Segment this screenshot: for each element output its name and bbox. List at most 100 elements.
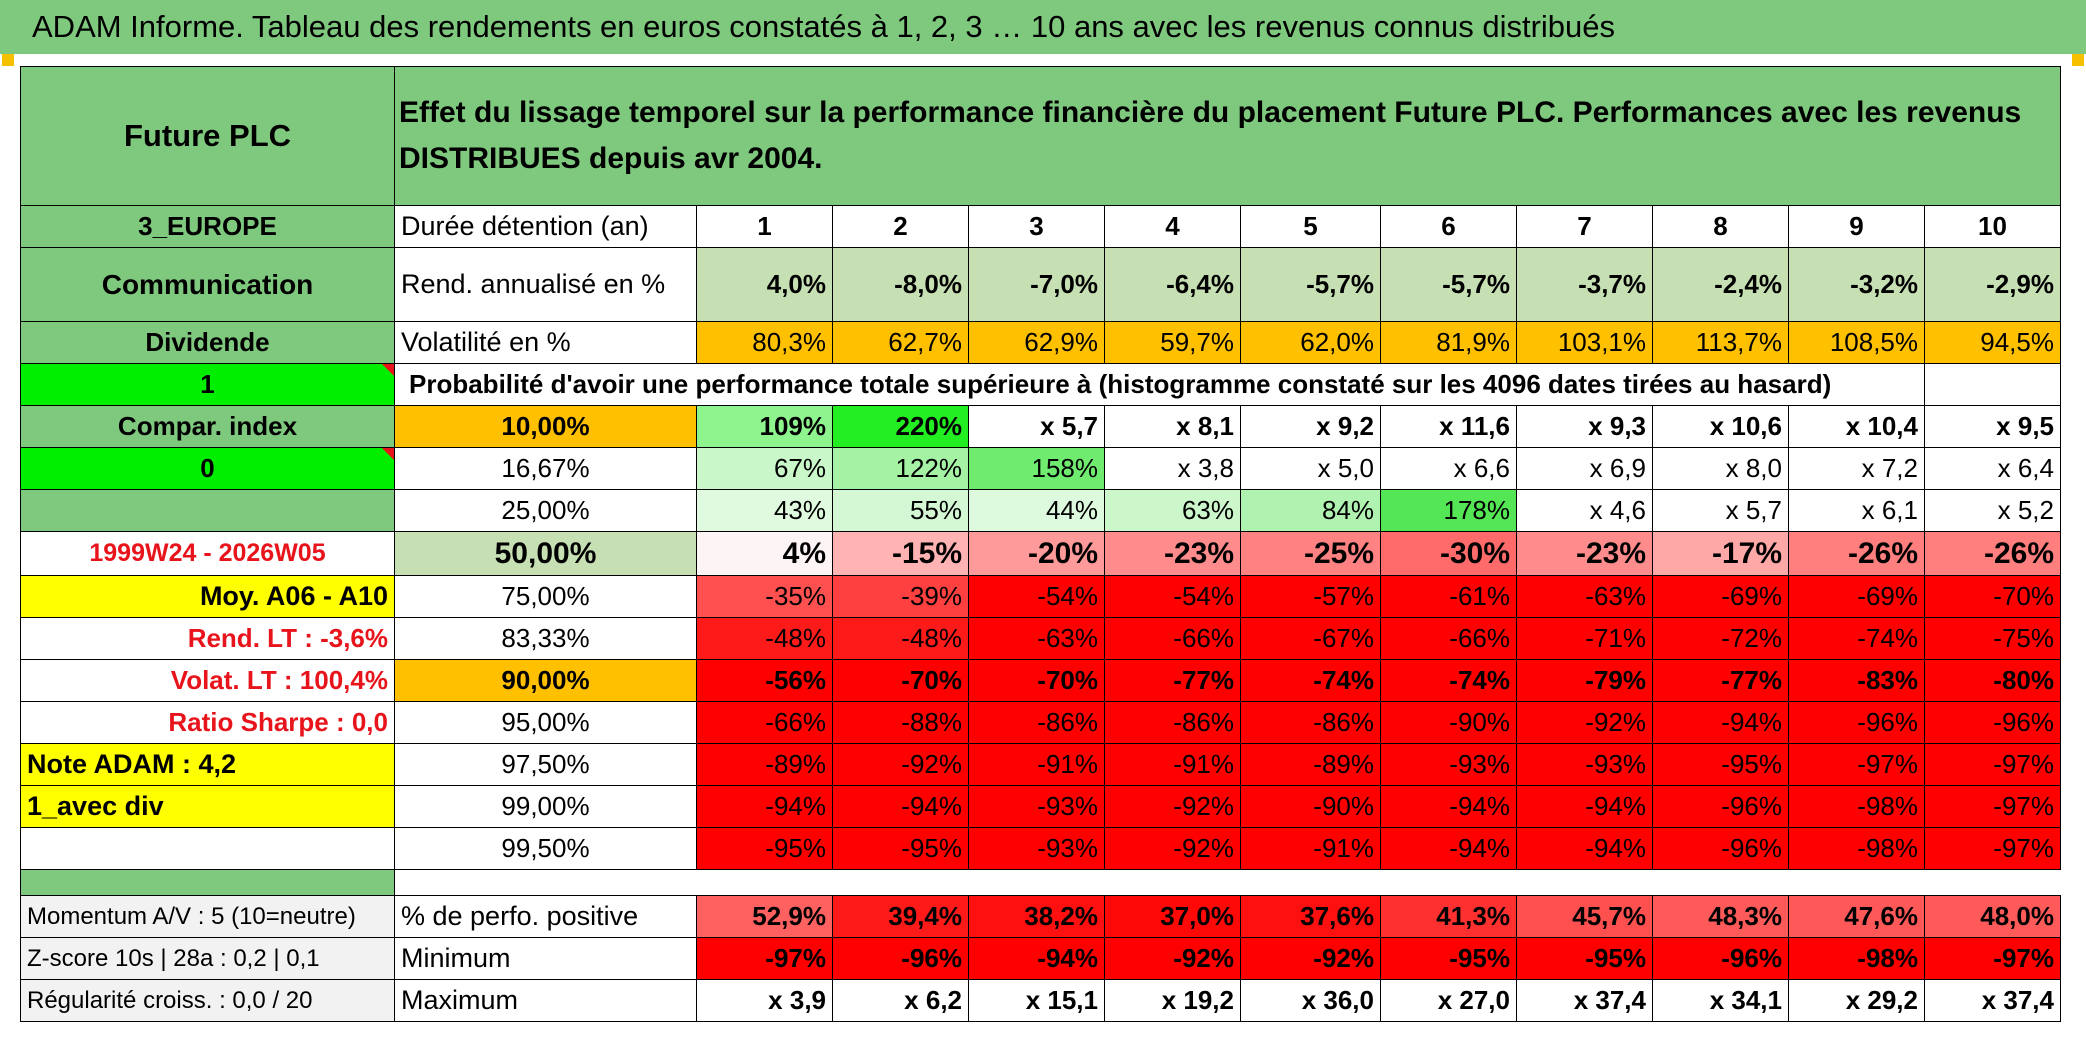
- threshold-cell: 25,00%: [394, 489, 697, 532]
- rend-cell: -8,0%: [832, 247, 969, 322]
- distribution-cell: -23%: [1104, 531, 1241, 576]
- distribution-cell: -90%: [1240, 785, 1381, 828]
- distribution-cell: -72%: [1652, 617, 1789, 660]
- side-info: Ratio Sharpe : 0,0: [20, 701, 395, 744]
- distribution-cell: -86%: [1104, 701, 1241, 744]
- rend-row: Communication Rend. annualisé en % 4,0% -…: [20, 247, 2061, 322]
- summary-cell: x 36,0: [1240, 979, 1381, 1022]
- summary-cell: x 29,2: [1788, 979, 1925, 1022]
- distribution-row: Compar. index 10,00% 109% 220% x 5,7 x 8,1 x 9…: [20, 405, 2061, 448]
- vol-cell: 103,1%: [1516, 321, 1653, 364]
- distribution-cell: -74%: [1380, 659, 1517, 702]
- distribution-cell: -75%: [1924, 617, 2061, 660]
- distribution-cell: -92%: [832, 743, 969, 786]
- vol-cell: 62,7%: [832, 321, 969, 364]
- year-header: 6: [1380, 205, 1517, 248]
- fund-name: Future PLC: [20, 66, 395, 206]
- corner-marker-right: [2072, 54, 2084, 66]
- distribution-cell: 55%: [832, 489, 969, 532]
- summary-cell: 48,3%: [1652, 895, 1789, 938]
- threshold-cell: 10,00%: [394, 405, 697, 448]
- distribution-cell: -69%: [1788, 575, 1925, 618]
- side-info: [20, 827, 395, 870]
- distribution-cell: 122%: [832, 447, 969, 490]
- distribution-cell: -56%: [696, 659, 833, 702]
- distribution-cell: -91%: [1240, 827, 1381, 870]
- summary-cell: 38,2%: [968, 895, 1105, 938]
- side-info: 0: [20, 447, 395, 490]
- distribution-cell: -96%: [1652, 785, 1789, 828]
- distribution-cell: -94%: [1380, 785, 1517, 828]
- distribution-cell: -95%: [696, 827, 833, 870]
- distribution-cell: -97%: [1924, 827, 2061, 870]
- rend-cell: -3,7%: [1516, 247, 1653, 322]
- distribution-cell: -89%: [1240, 743, 1381, 786]
- side-info: [20, 489, 395, 532]
- distribution-cell: -97%: [1788, 743, 1925, 786]
- side-info: Rend. LT : -3,6%: [20, 617, 395, 660]
- rend-cell: -5,7%: [1240, 247, 1381, 322]
- distribution-cell: -66%: [1104, 617, 1241, 660]
- distribution-cell: -96%: [1652, 827, 1789, 870]
- distribution-cell: -97%: [1924, 785, 2061, 828]
- threshold-cell: 99,50%: [394, 827, 697, 870]
- distribution-cell: 44%: [968, 489, 1105, 532]
- distribution-cell: x 10,6: [1652, 405, 1789, 448]
- distribution-row: Volat. LT : 100,4% 90,00% -56% -70% -70% -77%…: [20, 659, 2061, 702]
- distribution-cell: 178%: [1380, 489, 1517, 532]
- distribution-cell: x 9,2: [1240, 405, 1381, 448]
- distribution-cell: -54%: [968, 575, 1105, 618]
- spacer-row: [20, 869, 2061, 896]
- distribution-cell: x 5,7: [968, 405, 1105, 448]
- distribution-cell: -26%: [1788, 531, 1925, 576]
- distribution-cell: -93%: [968, 827, 1105, 870]
- summary-cell: 48,0%: [1924, 895, 2061, 938]
- vol-cell: 62,9%: [968, 321, 1105, 364]
- distribution-cell: -48%: [832, 617, 969, 660]
- distribution-cell: x 8,0: [1652, 447, 1789, 490]
- prob-row: 1 Probabilité d'avoir une performance to…: [20, 363, 2061, 406]
- dividend-value: 1: [20, 363, 395, 406]
- distribution-cell: -63%: [1516, 575, 1653, 618]
- header-description: Effet du lissage temporel sur la perform…: [394, 66, 2061, 206]
- summary-cell: x 15,1: [968, 979, 1105, 1022]
- side-info: 1999W24 - 2026W05: [20, 531, 395, 576]
- returns-table: Future PLC Effet du lissage temporel sur…: [20, 66, 2061, 1022]
- summary-row: Momentum A/V : 5 (10=neutre)% de perfo. …: [20, 895, 2061, 938]
- rend-cell: -5,7%: [1380, 247, 1517, 322]
- summary-cell: 47,6%: [1788, 895, 1925, 938]
- distribution-cell: -26%: [1924, 531, 2061, 576]
- distribution-cell: 158%: [968, 447, 1105, 490]
- distribution-cell: -77%: [1652, 659, 1789, 702]
- summary-side-label: Momentum A/V : 5 (10=neutre): [20, 895, 395, 938]
- prob-label: Probabilité d'avoir une performance tota…: [394, 363, 1925, 406]
- distribution-cell: x 10,4: [1788, 405, 1925, 448]
- distribution-cell: -94%: [1516, 785, 1653, 828]
- distribution-cell: x 9,3: [1516, 405, 1653, 448]
- year-header: 5: [1240, 205, 1381, 248]
- prob-empty: [1924, 363, 2061, 406]
- distribution-cell: 109%: [696, 405, 833, 448]
- rend-cell: -2,4%: [1652, 247, 1789, 322]
- spacer-green: [20, 869, 395, 896]
- distribution-cell: x 7,2: [1788, 447, 1925, 490]
- distribution-cell: -88%: [832, 701, 969, 744]
- distribution-cell: -93%: [1380, 743, 1517, 786]
- summary-cell: x 3,9: [696, 979, 833, 1022]
- vol-row: Dividende Volatilité en % 80,3% 62,7% 62,9…: [20, 321, 2061, 364]
- distribution-cell: 4%: [696, 531, 833, 576]
- rend-label: Rend. annualisé en %: [394, 247, 697, 322]
- summary-cell: 41,3%: [1380, 895, 1517, 938]
- summary-cell: -95%: [1380, 937, 1517, 980]
- distribution-cell: -94%: [832, 785, 969, 828]
- vol-cell: 81,9%: [1380, 321, 1517, 364]
- distribution-cell: 220%: [832, 405, 969, 448]
- distribution-cell: -80%: [1924, 659, 2061, 702]
- distribution-row: Rend. LT : -3,6% 83,33% -48% -48% -63% -66% -6…: [20, 617, 2061, 660]
- distribution-cell: x 6,4: [1924, 447, 2061, 490]
- distribution-cell: -57%: [1240, 575, 1381, 618]
- distribution-cell: -74%: [1240, 659, 1381, 702]
- summary-cell: -92%: [1240, 937, 1381, 980]
- header-row: Future PLC Effet du lissage temporel sur…: [20, 66, 2061, 206]
